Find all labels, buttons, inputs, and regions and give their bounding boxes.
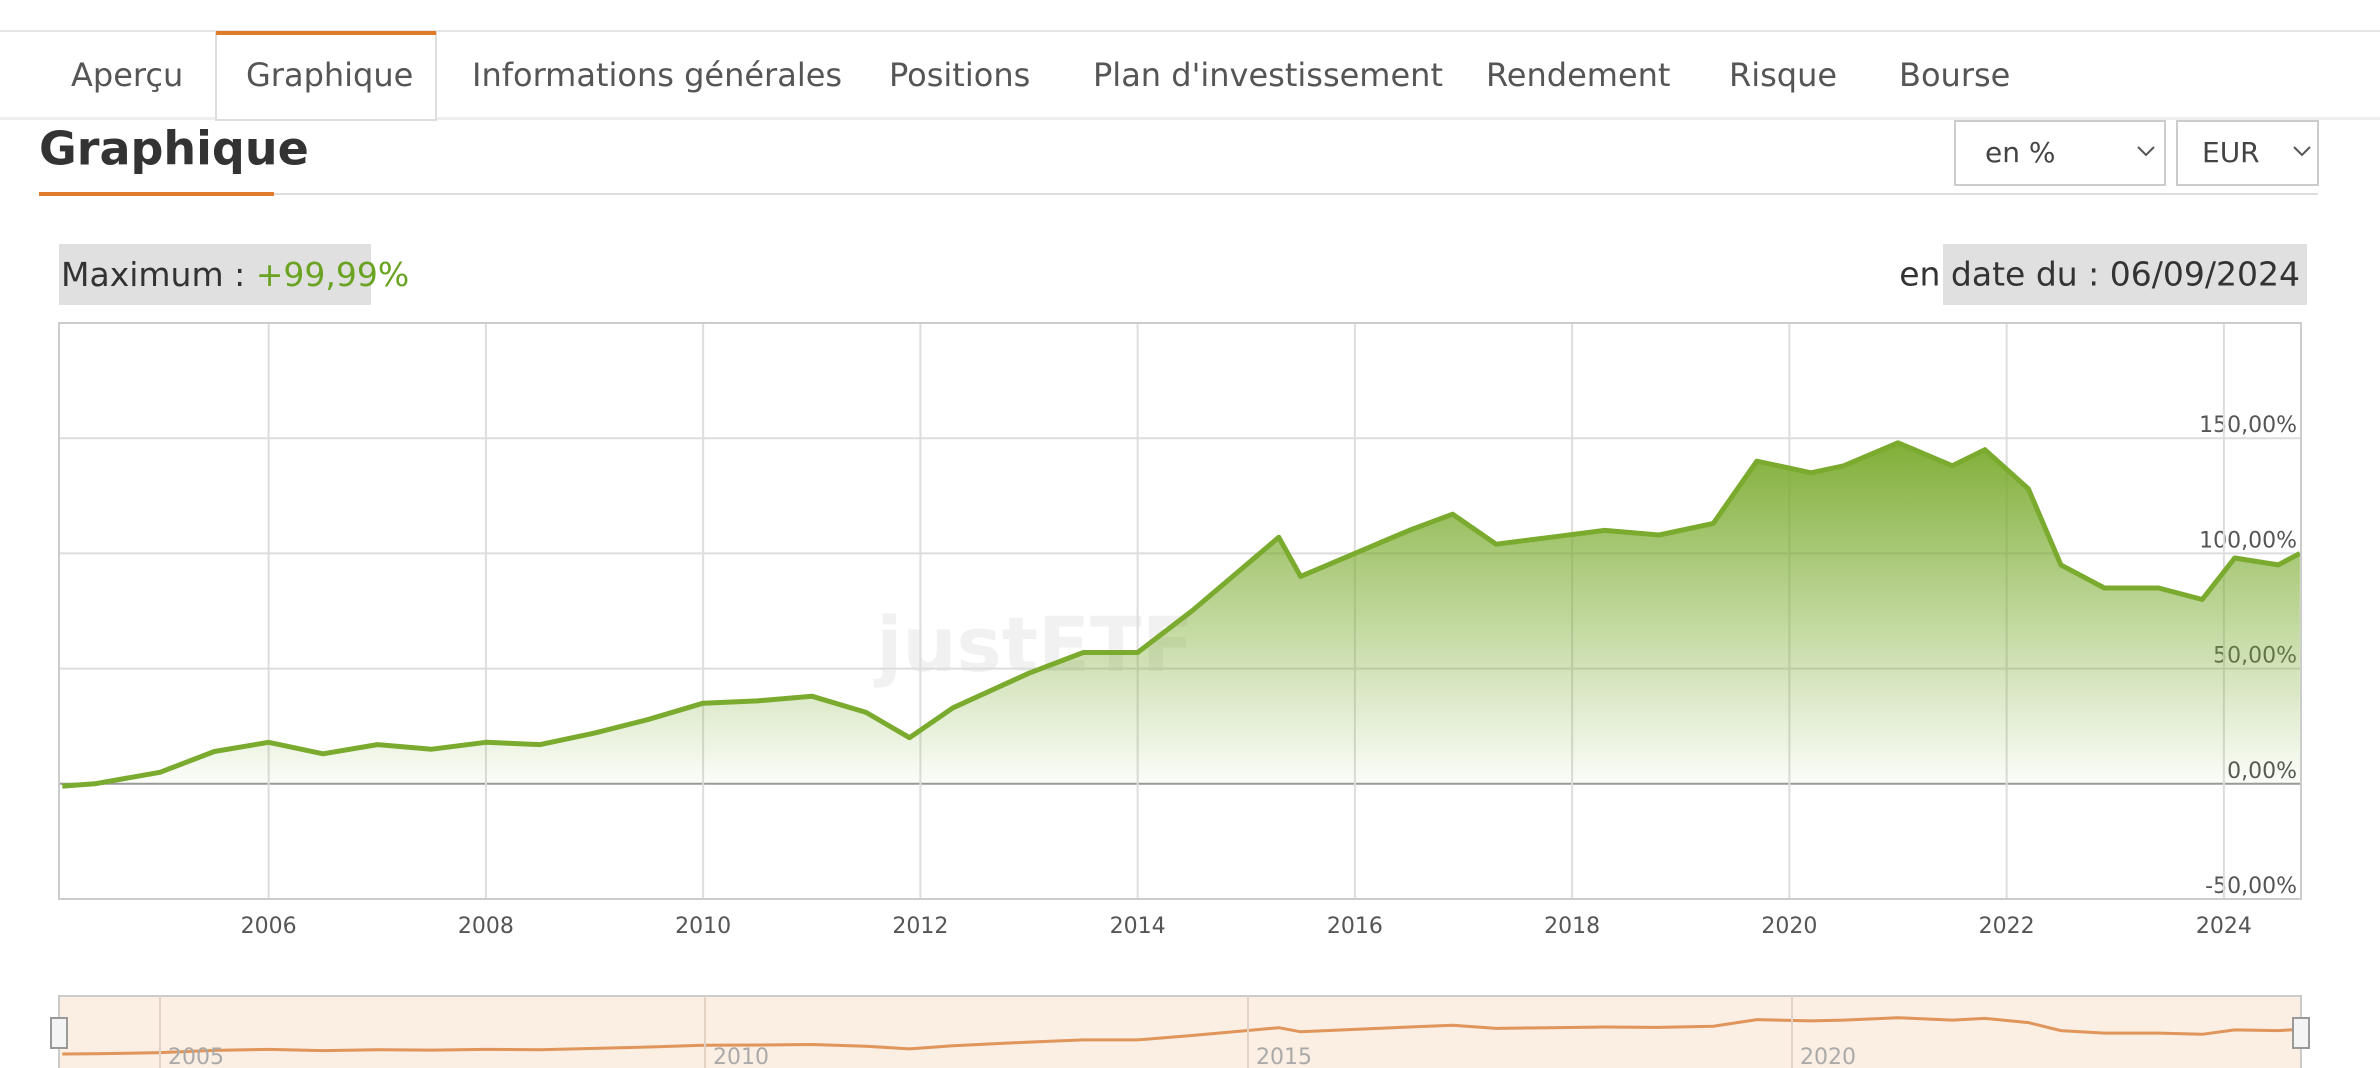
x-tick-label: 2022 [1979,914,2035,939]
x-tick-label: 2024 [2196,914,2252,939]
x-tick-label: 2010 [675,914,731,939]
date-text: en date du : 06/09/2024 [1899,255,2300,294]
x-tick-label: 2012 [892,914,948,939]
x-tick-label: 2006 [241,914,297,939]
navigator-label: 2010 [713,1045,769,1068]
section-heading: Graphique [39,122,309,176]
area [62,442,2300,787]
select-arrow [2137,146,2155,157]
max-value: +99,99% [256,255,409,294]
unit-select[interactable] [1954,120,2166,186]
tab[interactable]: Rendement [1486,56,1670,94]
heading-underline [39,192,274,196]
navigator-handle[interactable] [2292,1017,2310,1049]
max-box [59,244,371,305]
y-tick-label: 150,00% [2199,413,2297,438]
date-box [1943,244,2307,305]
tab[interactable]: Positions [889,56,1030,94]
tab[interactable]: Aperçu [71,56,183,94]
tab[interactable]: Informations générales [472,56,842,94]
x-tick-label: 2018 [1544,914,1600,939]
currency-select[interactable] [2176,120,2319,186]
x-tick-label: 2008 [458,914,514,939]
tab[interactable]: Plan d'investissement [1093,56,1443,94]
y-tick-label: -50,00% [2205,874,2297,899]
navigator-line [62,1016,2300,1056]
max-label: Maximum : [61,255,256,294]
x-tick-label: 2016 [1327,914,1383,939]
max-text: Maximum : +99,99% [61,255,409,294]
currency-select-text[interactable]: EUR [2202,136,2260,169]
select-arrow [2293,146,2311,157]
navigator-handle[interactable] [50,1017,68,1049]
navigator-label: 2015 [1256,1045,1312,1068]
x-tick-label: 2014 [1110,914,1166,939]
unit-select-text[interactable]: en % [1985,136,2055,169]
plot-border [58,322,2302,900]
navigator-label: 2005 [168,1045,224,1068]
tab[interactable]: Graphique [246,56,413,94]
tab[interactable]: Bourse [1899,56,2010,94]
line [62,440,2301,789]
active-tab-accent [216,31,436,35]
x-tick-label: 2020 [1761,914,1817,939]
navigator-label: 2020 [1800,1045,1856,1068]
navigator [58,995,2302,1068]
tab-shadow [0,117,2380,120]
tab[interactable]: Risque [1729,56,1837,94]
y-tick-label: 100,00% [2199,528,2297,553]
